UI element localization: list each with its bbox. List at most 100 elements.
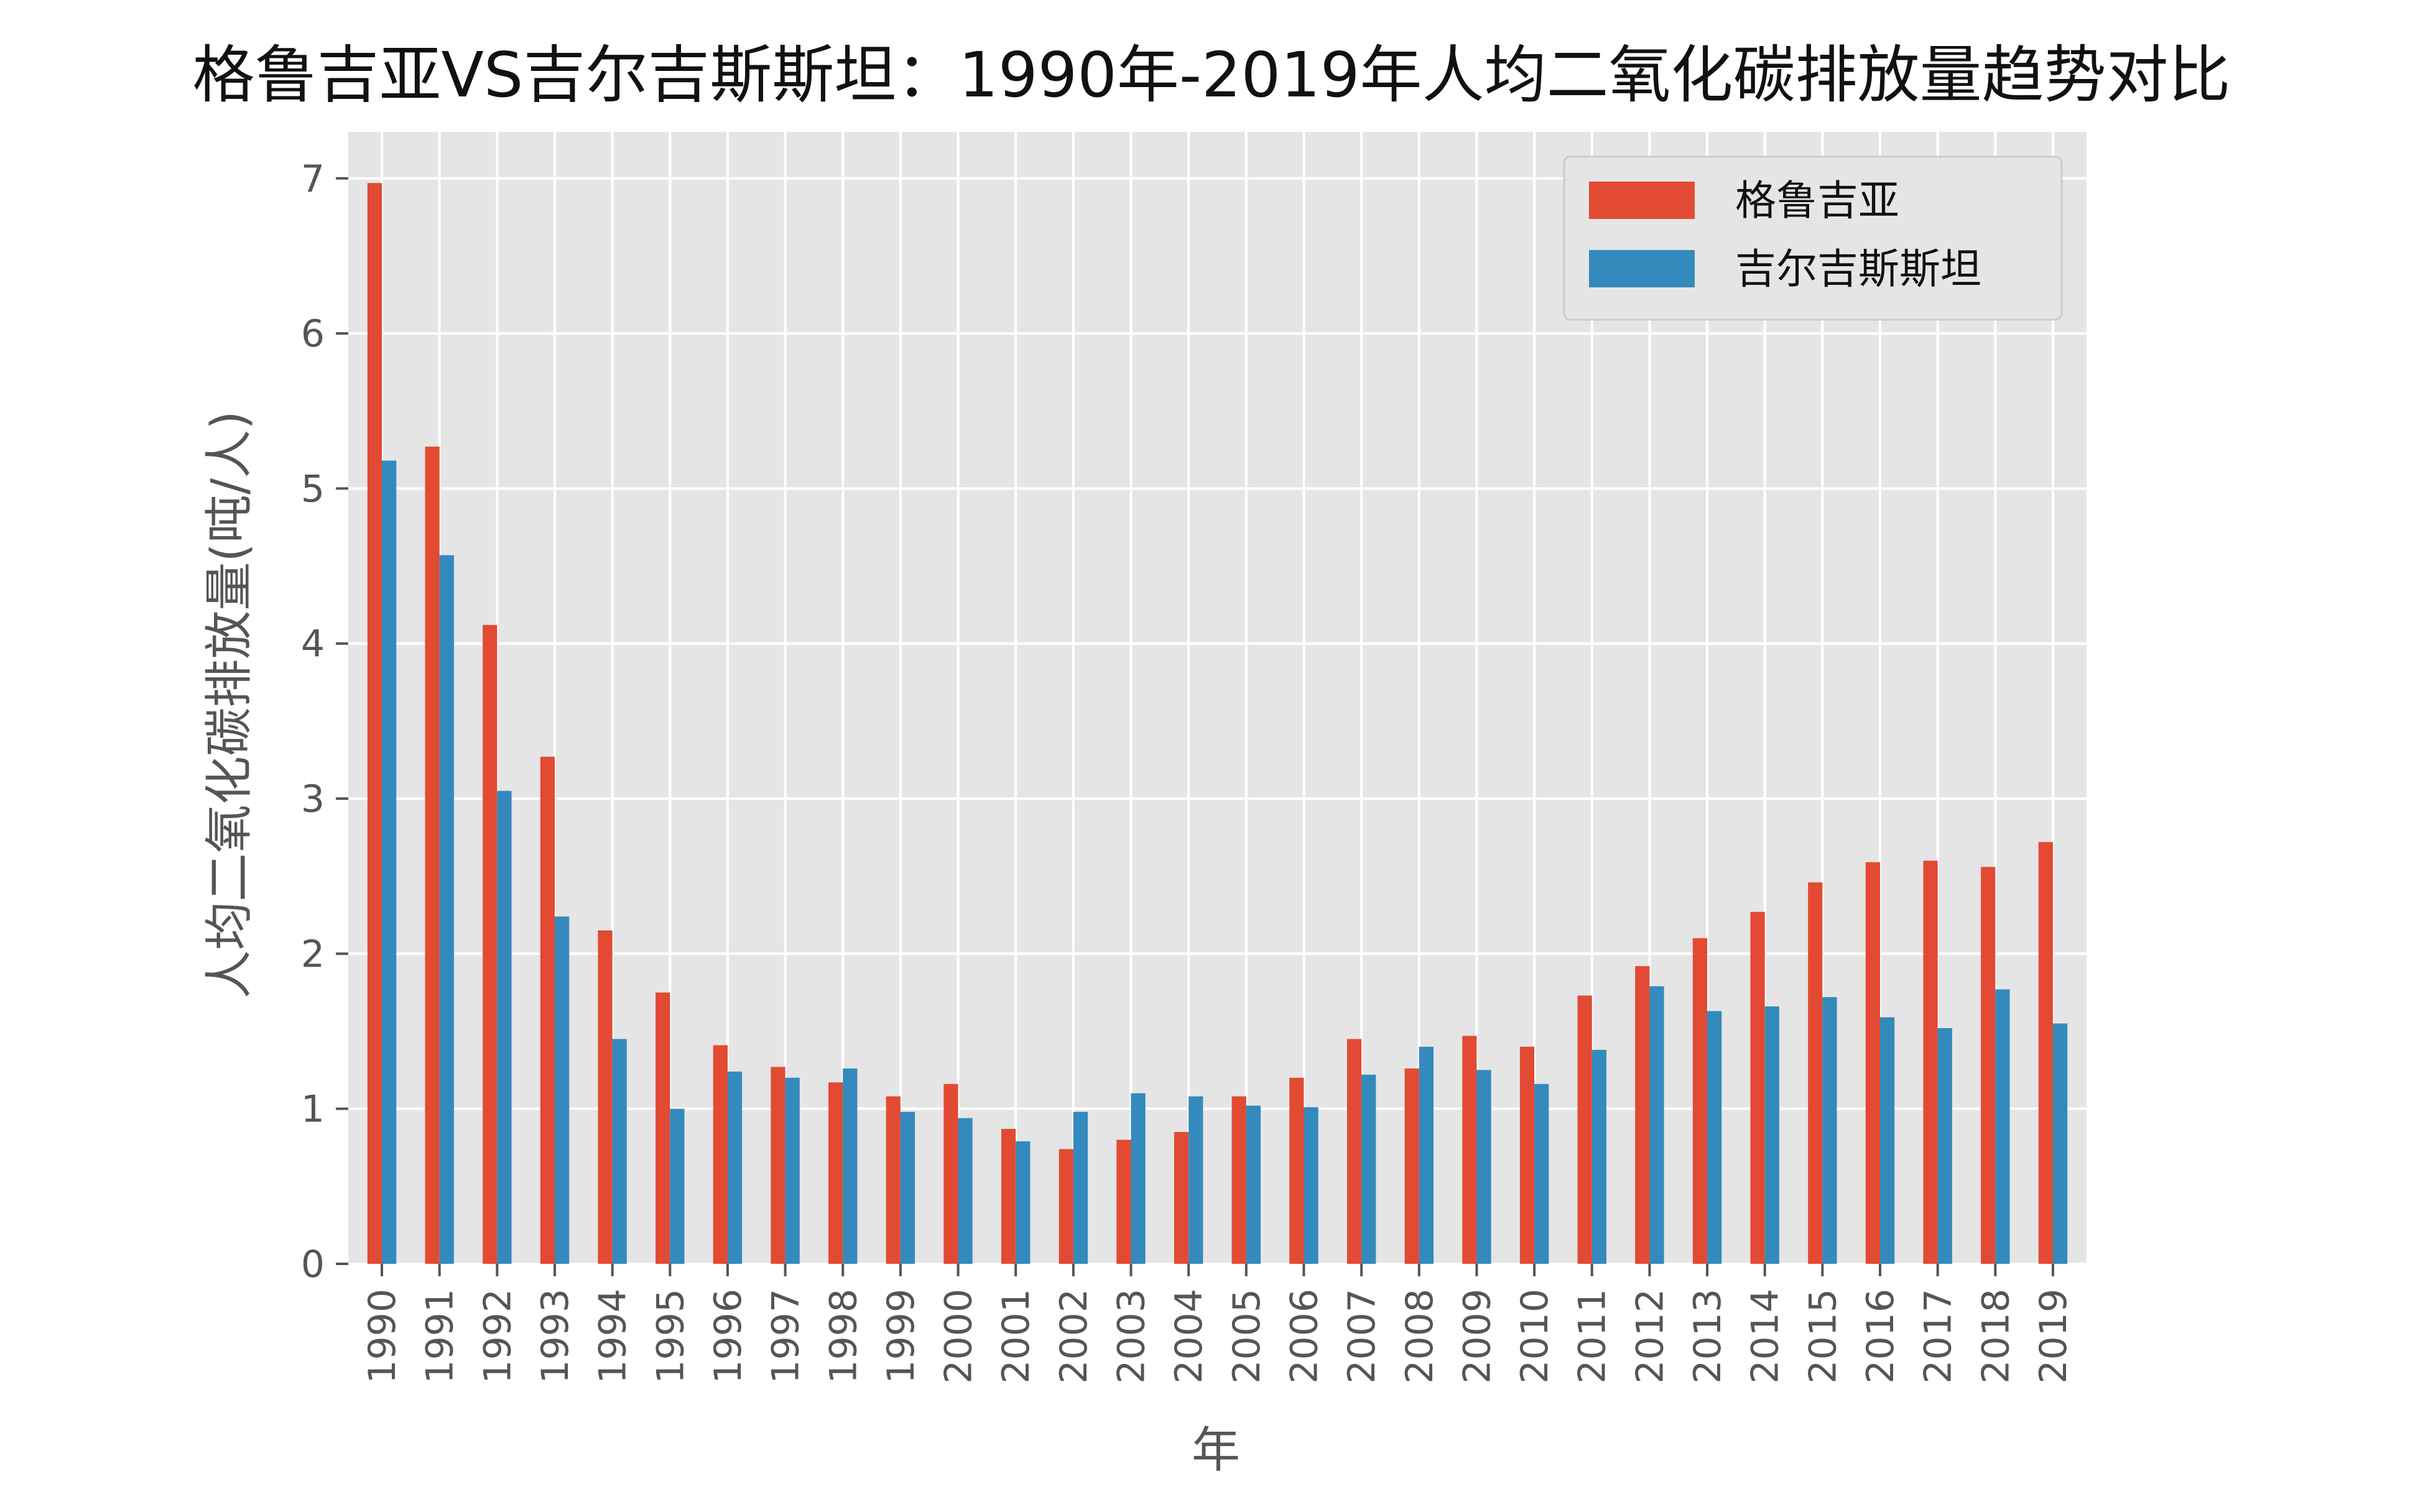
bar-kyrgyzstan bbox=[785, 1077, 800, 1264]
bar-kyrgyzstan bbox=[1419, 1046, 1434, 1264]
x-tick-label: 2009 bbox=[1455, 1289, 1499, 1384]
x-tick-label: 1997 bbox=[764, 1289, 808, 1384]
bar-kyrgyzstan bbox=[1246, 1105, 1261, 1264]
bar-georgia bbox=[1865, 862, 1881, 1264]
y-tick-label: 7 bbox=[301, 157, 325, 201]
x-tick-label: 2013 bbox=[1686, 1289, 1730, 1384]
y-tick-label: 2 bbox=[301, 932, 325, 976]
bar-georgia bbox=[425, 447, 440, 1264]
bar-kyrgyzstan bbox=[1476, 1070, 1491, 1264]
bar-kyrgyzstan bbox=[1937, 1028, 1952, 1264]
x-tick-label: 2005 bbox=[1225, 1289, 1269, 1384]
x-tick-label: 2011 bbox=[1571, 1289, 1615, 1384]
bar-georgia bbox=[1577, 995, 1592, 1264]
bar-georgia bbox=[1289, 1077, 1304, 1264]
bar-kyrgyzstan bbox=[1591, 1049, 1606, 1264]
bar-georgia bbox=[713, 1045, 728, 1264]
bar-kyrgyzstan bbox=[612, 1039, 627, 1264]
y-axis-label: 人均二氧化碳排放量(吨/人) bbox=[202, 410, 257, 998]
bar-georgia bbox=[540, 756, 555, 1264]
y-tick-label: 6 bbox=[301, 312, 325, 356]
bar-georgia bbox=[1346, 1039, 1362, 1264]
x-tick-label: 1993 bbox=[534, 1289, 577, 1384]
x-tick-label: 2012 bbox=[1628, 1289, 1672, 1384]
bar-kyrgyzstan bbox=[439, 555, 454, 1264]
x-tick-label: 1995 bbox=[649, 1289, 692, 1384]
bar-kyrgyzstan bbox=[1073, 1111, 1088, 1264]
bar-georgia bbox=[1174, 1132, 1189, 1264]
bar-kyrgyzstan bbox=[1534, 1083, 1549, 1264]
bar-kyrgyzstan bbox=[1304, 1107, 1318, 1264]
bar-georgia bbox=[943, 1083, 958, 1264]
x-tick-label: 1992 bbox=[476, 1289, 519, 1384]
bar-georgia bbox=[1692, 938, 1708, 1264]
x-tick-label: 1990 bbox=[361, 1289, 404, 1384]
bar-kyrgyzstan bbox=[1649, 986, 1664, 1264]
bar-kyrgyzstan bbox=[1707, 1011, 1722, 1264]
bar-georgia bbox=[1116, 1139, 1131, 1264]
x-tick-label: 1991 bbox=[419, 1289, 462, 1384]
bar-georgia bbox=[1001, 1129, 1016, 1264]
chart-title: 格鲁吉亚VS吉尔吉斯斯坦：1990年-2019年人均二氧化碳排放量趋势对比 bbox=[193, 39, 2231, 111]
y-tick-label: 4 bbox=[301, 623, 325, 666]
y-tick-label: 3 bbox=[301, 777, 325, 821]
y-tick-label: 5 bbox=[301, 467, 325, 511]
x-tick-label: 1994 bbox=[591, 1289, 635, 1384]
bar-kyrgyzstan bbox=[1764, 1006, 1779, 1264]
x-tick-label: 1999 bbox=[879, 1289, 923, 1384]
x-tick-label: 2010 bbox=[1513, 1289, 1557, 1384]
bar-kyrgyzstan bbox=[727, 1071, 743, 1264]
bar-kyrgyzstan bbox=[2052, 1023, 2068, 1264]
x-tick-label: 2002 bbox=[1052, 1289, 1096, 1384]
bar-kyrgyzstan bbox=[1188, 1096, 1203, 1264]
bar-georgia bbox=[1231, 1096, 1246, 1264]
x-tick-label: 1996 bbox=[707, 1289, 750, 1384]
y-axis-ticks: 0 1 2 3 4 5 6 7 bbox=[301, 157, 348, 1286]
x-tick-label: 2018 bbox=[1974, 1289, 2018, 1384]
bar-georgia bbox=[1519, 1046, 1535, 1264]
bar-kyrgyzstan bbox=[497, 791, 512, 1264]
legend-label-kyrgyzstan: 吉尔吉斯斯坦 bbox=[1735, 245, 1981, 293]
bar-georgia bbox=[598, 930, 613, 1264]
x-tick-label: 2000 bbox=[937, 1289, 981, 1384]
bar-georgia bbox=[2038, 842, 2053, 1264]
x-axis-ticks: 1990 1991 1992 1993 1994 1995 1996 1997 1998 1999… bbox=[361, 1264, 2075, 1384]
legend-swatch-kyrgyzstan bbox=[1589, 250, 1695, 287]
x-axis-label: 年 bbox=[1192, 1422, 1240, 1478]
bar-georgia bbox=[1981, 866, 1996, 1264]
bar-georgia bbox=[886, 1096, 901, 1264]
bar-kyrgyzstan bbox=[958, 1118, 973, 1264]
bar-georgia bbox=[367, 183, 382, 1264]
bar-georgia bbox=[483, 624, 498, 1264]
x-tick-label: 2006 bbox=[1282, 1289, 1326, 1384]
bar-georgia bbox=[1750, 912, 1765, 1264]
bar-kyrgyzstan bbox=[554, 916, 570, 1264]
bar-georgia bbox=[1923, 860, 1938, 1264]
bar-georgia bbox=[1462, 1036, 1477, 1264]
bar-georgia bbox=[1059, 1149, 1073, 1264]
bar-kyrgyzstan bbox=[1995, 989, 2010, 1264]
x-tick-label: 2004 bbox=[1167, 1289, 1211, 1384]
x-tick-label: 1998 bbox=[822, 1289, 865, 1384]
bar-kyrgyzstan bbox=[1361, 1074, 1376, 1264]
y-tick-label: 1 bbox=[301, 1088, 325, 1131]
bar-kyrgyzstan bbox=[843, 1068, 858, 1264]
bar-kyrgyzstan bbox=[1131, 1093, 1146, 1264]
x-tick-label: 2001 bbox=[994, 1289, 1038, 1384]
legend-label-georgia: 格鲁吉亚 bbox=[1735, 177, 1899, 225]
bar-kyrgyzstan bbox=[1822, 997, 1837, 1264]
bar-kyrgyzstan bbox=[900, 1111, 915, 1264]
x-tick-label: 2016 bbox=[1859, 1289, 1902, 1384]
bar-georgia bbox=[1635, 966, 1650, 1264]
bars bbox=[367, 183, 2068, 1264]
bar-georgia bbox=[656, 992, 670, 1264]
bar-kyrgyzstan bbox=[1880, 1017, 1895, 1264]
x-tick-label: 2007 bbox=[1340, 1289, 1384, 1384]
x-tick-label: 2015 bbox=[1801, 1289, 1845, 1384]
bar-kyrgyzstan bbox=[1016, 1141, 1031, 1264]
y-tick-label: 0 bbox=[301, 1243, 325, 1286]
x-tick-label: 2014 bbox=[1744, 1289, 1787, 1384]
x-tick-label: 2003 bbox=[1110, 1289, 1154, 1384]
